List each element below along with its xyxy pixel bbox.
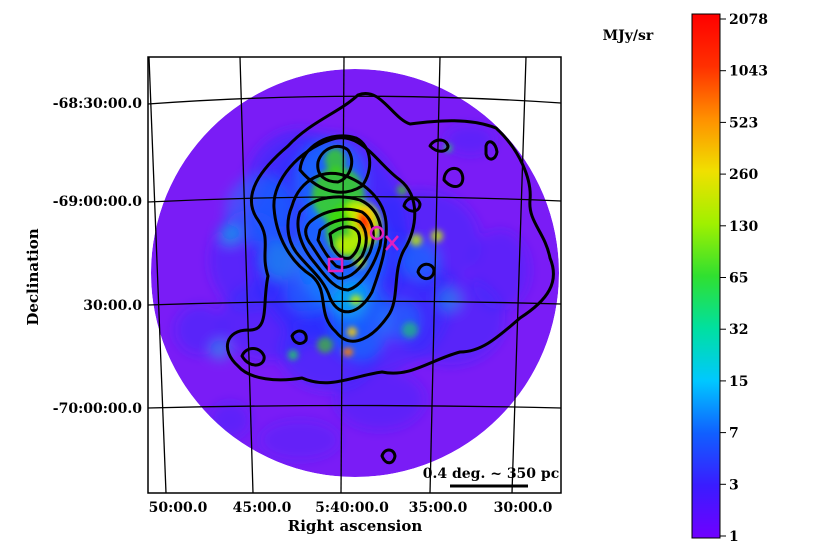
bright-source	[431, 230, 443, 242]
bright-source	[410, 234, 422, 246]
marker-circle	[369, 225, 385, 241]
colorbar-unit: MJy/sr	[603, 28, 654, 44]
colorbar-tick-label: 1	[729, 529, 739, 545]
contour-level-5	[304, 207, 375, 280]
scale-bar-label: 0.4 deg. ~ 350 pc	[423, 466, 559, 482]
emission-region	[260, 420, 340, 460]
contour-outer	[226, 91, 555, 385]
colorbar-tick-label: 65	[729, 271, 748, 287]
plot-frame	[147, 56, 562, 494]
contour-small-8	[290, 329, 308, 345]
emission-region	[395, 275, 505, 365]
emission-region	[175, 305, 225, 355]
colorbar-tick-label: 32	[729, 322, 748, 338]
colorbar-tick-label: 15	[729, 374, 748, 390]
contour-lines	[226, 91, 555, 465]
emission-region	[210, 402, 250, 438]
grid-dec-line	[148, 404, 561, 409]
contour-small-5	[416, 262, 436, 280]
colorbar-tick-label: 523	[729, 115, 758, 131]
contour-small-1	[428, 138, 450, 153]
contour-level-2	[272, 136, 417, 343]
y-tick-label: -70:00:00.0	[53, 401, 142, 417]
emission-region	[220, 225, 240, 245]
marker-square	[327, 257, 344, 273]
x-tick-label: 30:00.0	[494, 500, 553, 516]
emission-region	[445, 125, 495, 155]
bright-source	[402, 322, 418, 338]
grid-ra-line	[148, 57, 167, 493]
y-axis-label: Declination	[24, 228, 42, 325]
bright-source	[288, 350, 298, 360]
colorbar-tick-label: 3	[729, 477, 739, 493]
contour-small-7	[380, 448, 397, 465]
grid-dec-line	[148, 196, 561, 203]
marker-cross	[385, 235, 399, 251]
contour-level-6	[316, 217, 368, 270]
emission-region	[400, 240, 440, 280]
emission-region	[470, 230, 530, 310]
bright-source	[325, 148, 345, 172]
bright-source	[317, 337, 333, 353]
contour-level-4	[296, 195, 383, 292]
bright-source	[397, 185, 407, 195]
y-tick-label: 30:00.0	[83, 298, 142, 314]
x-tick-label: 50:00.0	[149, 500, 208, 516]
x-axis-label: Right ascension	[288, 517, 423, 535]
colorbar-tick-label: 2078	[729, 12, 768, 28]
contour-north-outer	[298, 134, 372, 194]
y-tick-label: -69:00:00.0	[53, 194, 142, 210]
bright-source	[336, 236, 358, 254]
contour-small-3	[442, 166, 465, 189]
grid-ra-line	[340, 57, 345, 493]
contour-north-peak	[316, 145, 354, 184]
grid-ra-line	[239, 57, 254, 493]
y-tick-label: -68:30:00.0	[53, 96, 142, 112]
x-tick-label: 45:00.0	[233, 500, 292, 516]
contour-level-7	[328, 225, 362, 260]
contour-small-4	[402, 196, 422, 213]
colorbar-tick-label: 1043	[729, 64, 768, 80]
emission-region	[262, 240, 298, 280]
bright-source	[350, 295, 362, 305]
coordinate-grid	[148, 57, 561, 493]
colorbar	[691, 13, 721, 539]
x-tick-label: 5:40:00.0	[315, 500, 389, 516]
x-tick-label: 35:00.0	[409, 500, 468, 516]
colorbar-tick-label: 260	[729, 167, 758, 183]
colorbar-tick-label: 7	[729, 426, 739, 442]
emission-region	[335, 370, 425, 430]
emission-region	[438, 288, 462, 312]
grid-dec-line	[148, 300, 561, 306]
grid-ra-line	[429, 57, 441, 493]
grid-ra-line	[511, 57, 527, 493]
source-markers	[327, 225, 399, 273]
bright-source	[343, 348, 353, 356]
contour-small-2	[484, 140, 499, 161]
colorbar-tick-label: 130	[729, 219, 758, 235]
bright-source	[347, 327, 357, 337]
emission-region	[210, 340, 230, 360]
contour-small-6	[240, 347, 266, 367]
